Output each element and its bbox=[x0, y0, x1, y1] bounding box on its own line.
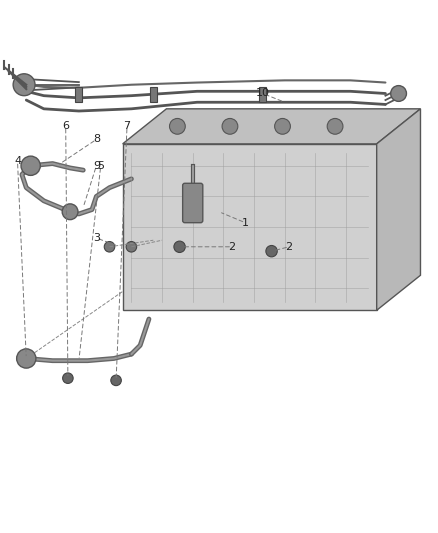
Circle shape bbox=[174, 241, 185, 253]
Text: 2: 2 bbox=[229, 242, 236, 252]
Text: 10: 10 bbox=[256, 88, 270, 99]
Circle shape bbox=[391, 86, 406, 101]
Circle shape bbox=[266, 246, 277, 257]
Circle shape bbox=[126, 241, 137, 252]
Circle shape bbox=[170, 118, 185, 134]
Polygon shape bbox=[123, 109, 420, 144]
Circle shape bbox=[111, 375, 121, 386]
Text: 7: 7 bbox=[124, 122, 131, 131]
Circle shape bbox=[13, 74, 35, 96]
Text: 4: 4 bbox=[14, 156, 21, 166]
Circle shape bbox=[63, 373, 73, 383]
Bar bbox=[150, 87, 157, 102]
Bar bbox=[75, 87, 82, 102]
Circle shape bbox=[62, 204, 78, 220]
FancyBboxPatch shape bbox=[183, 183, 203, 223]
Circle shape bbox=[327, 118, 343, 134]
Circle shape bbox=[275, 118, 290, 134]
Bar bbox=[259, 87, 266, 102]
Text: 8: 8 bbox=[93, 134, 100, 144]
Circle shape bbox=[21, 156, 40, 175]
Text: 6: 6 bbox=[62, 122, 69, 131]
Text: 5: 5 bbox=[97, 161, 104, 171]
Circle shape bbox=[104, 241, 115, 252]
Text: 9: 9 bbox=[93, 161, 100, 171]
Text: 3: 3 bbox=[93, 233, 100, 243]
Circle shape bbox=[17, 349, 36, 368]
Polygon shape bbox=[123, 144, 377, 310]
Circle shape bbox=[222, 118, 238, 134]
Text: 1: 1 bbox=[242, 217, 249, 228]
Polygon shape bbox=[377, 109, 420, 310]
Text: 2: 2 bbox=[286, 242, 293, 252]
